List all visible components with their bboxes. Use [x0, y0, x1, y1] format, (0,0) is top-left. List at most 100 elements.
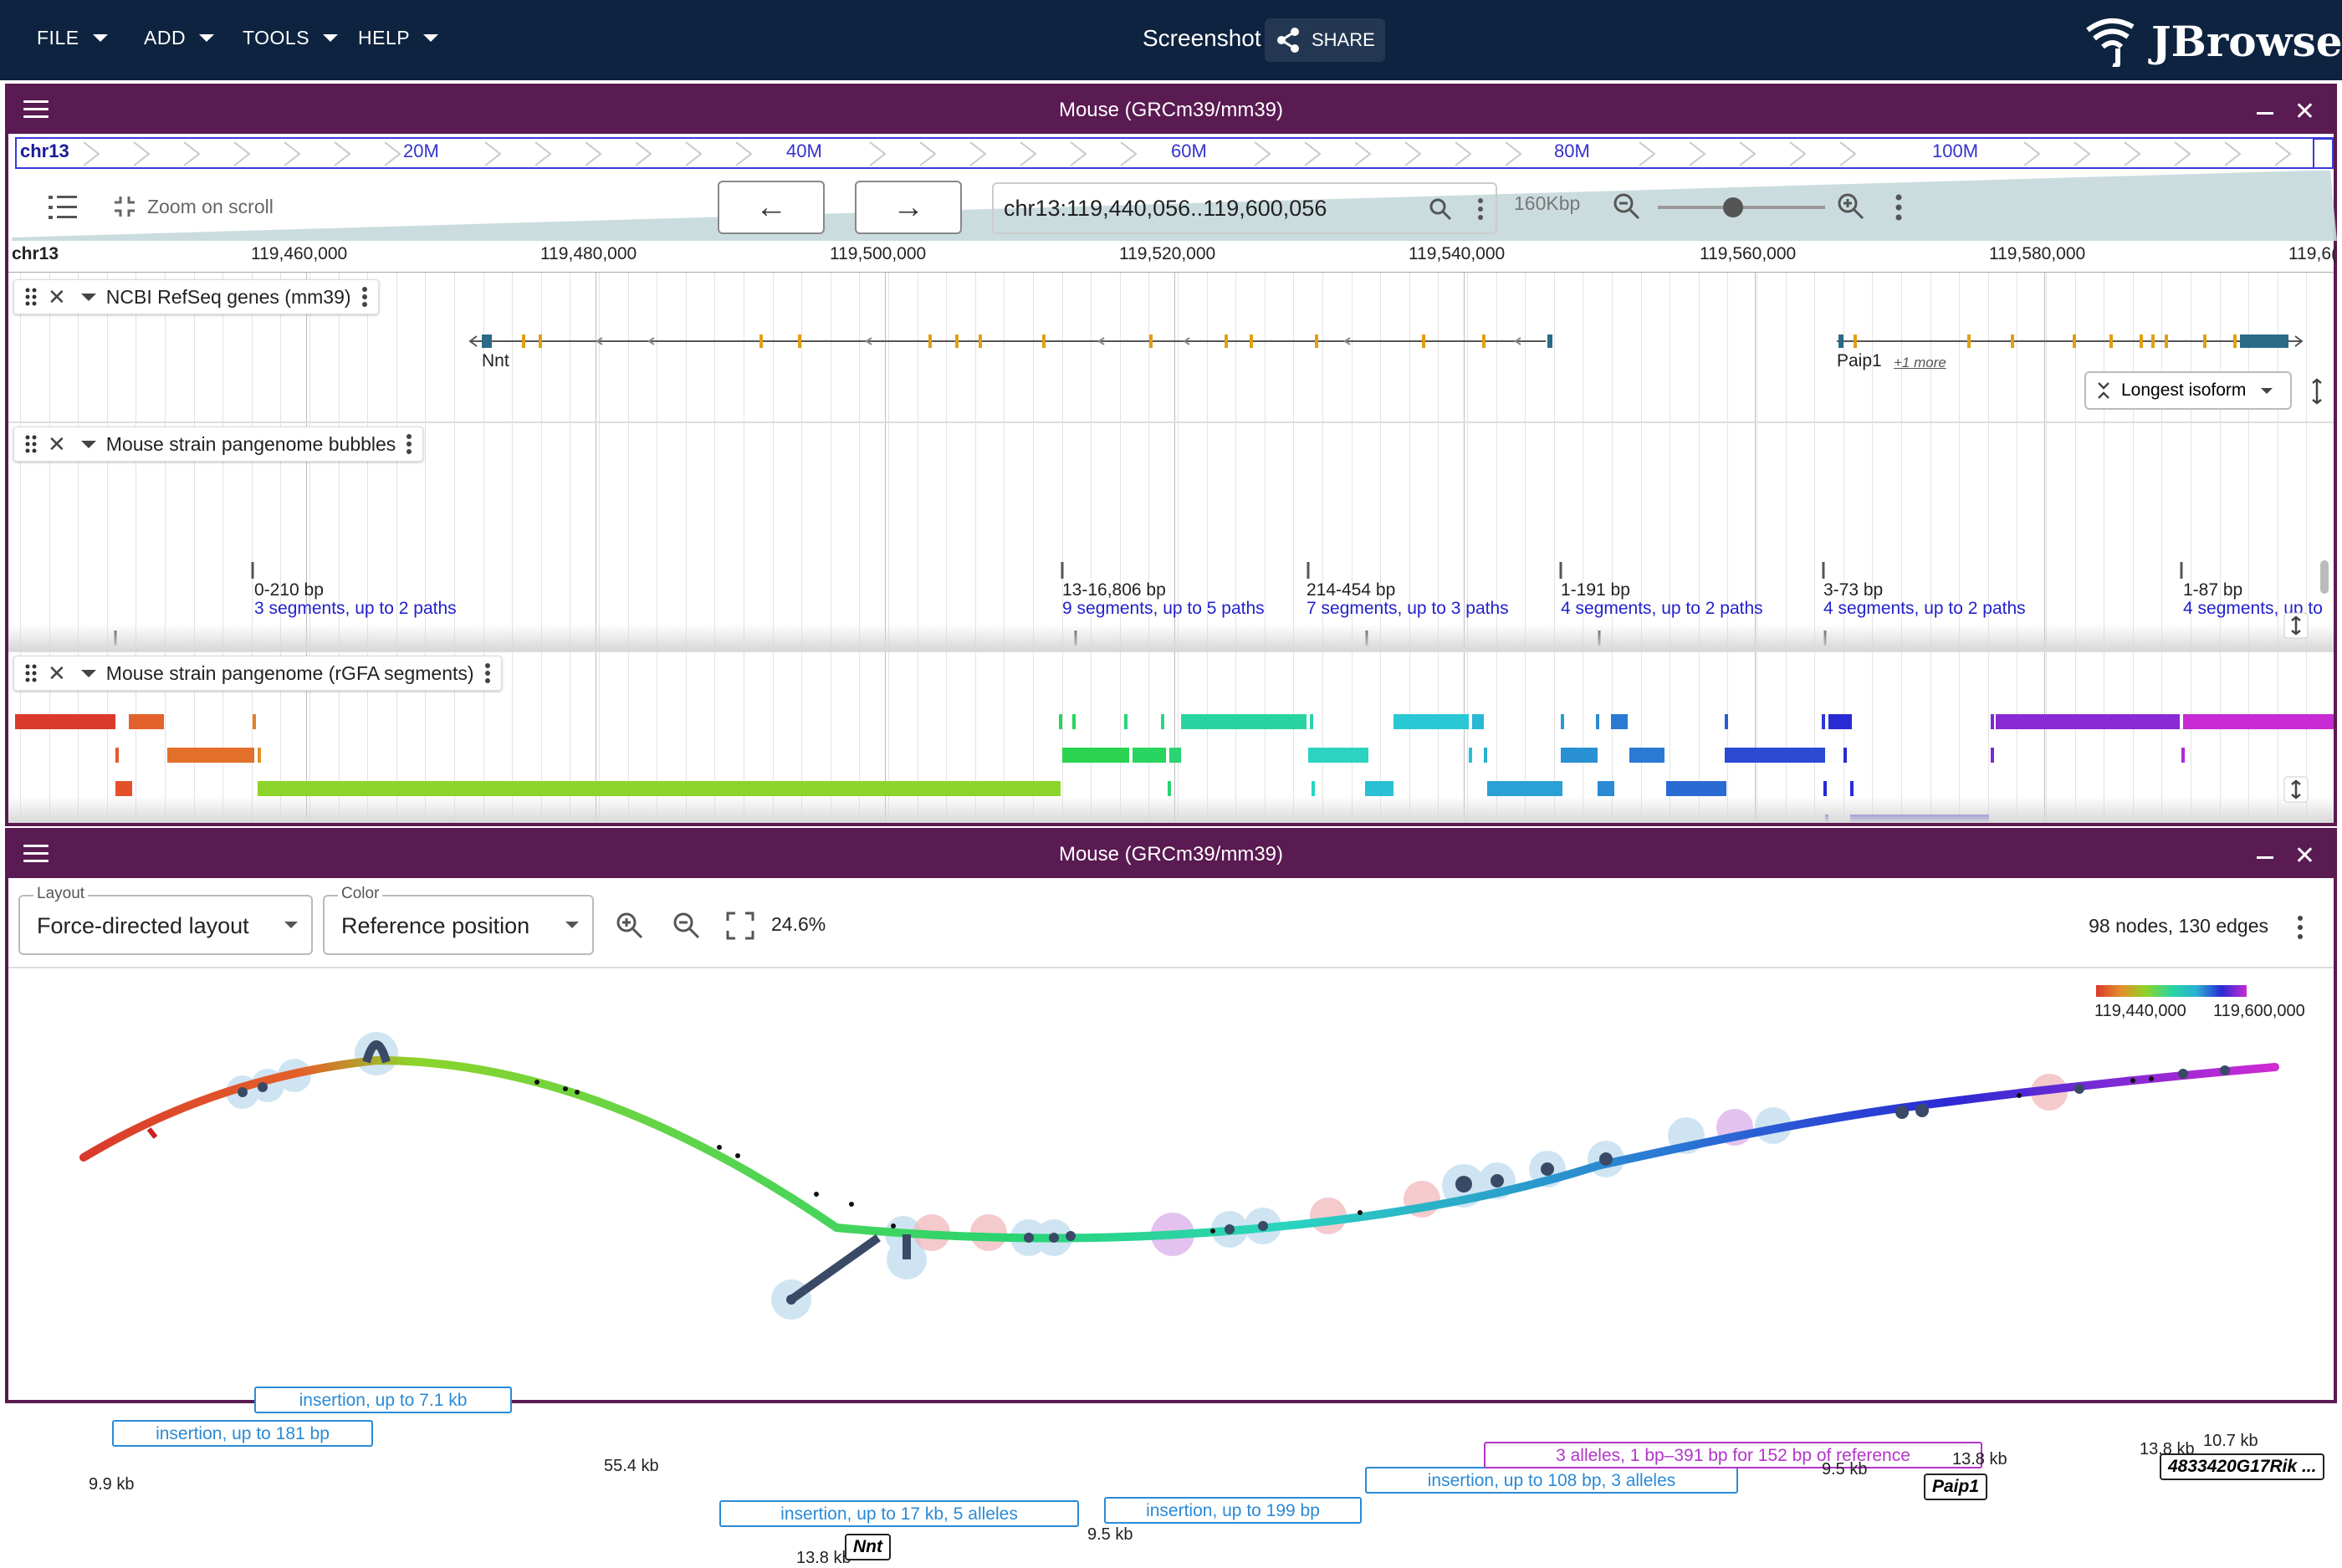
- more-vert-icon[interactable]: [2297, 915, 2304, 940]
- bubble-size: 214-454 bp: [1307, 580, 1396, 600]
- menu-tools[interactable]: TOOLS: [243, 27, 339, 49]
- drag-handle-icon[interactable]: [24, 287, 38, 307]
- drag-handle-icon[interactable]: [24, 663, 38, 683]
- grid-line: [2306, 273, 2307, 823]
- grid-line-major: [2044, 273, 2045, 823]
- close-icon[interactable]: ✕: [2293, 842, 2315, 870]
- more-vert-icon[interactable]: [361, 286, 368, 308]
- zoom-in-icon[interactable]: [616, 912, 644, 940]
- track-label-bubbles[interactable]: ✕ Mouse strain pangenome bubbles: [13, 426, 424, 462]
- color-legend: Color: [338, 885, 383, 903]
- view-menu-icon[interactable]: [23, 845, 49, 863]
- location-search-input[interactable]: chr13:119,440,056..119,600,056: [992, 182, 1497, 234]
- caret-down-icon: [199, 34, 215, 42]
- caret-down-icon[interactable]: [80, 440, 96, 448]
- insertion-annotation[interactable]: insertion, up to 7.1 kb: [254, 1387, 512, 1413]
- track-divider: [8, 651, 2334, 652]
- pan-left-button[interactable]: ←: [718, 181, 825, 234]
- gene-features[interactable]: [8, 273, 2334, 415]
- edge-length-label: 10.7 kb: [2203, 1432, 2258, 1450]
- color-scale-min: 119,440,000: [2094, 1002, 2186, 1020]
- share-icon: [1277, 28, 1299, 53]
- grid-line: [1756, 273, 1757, 823]
- track-label-segments[interactable]: ✕ Mouse strain pangenome (rGFA segments): [13, 656, 502, 691]
- zoom-out-icon[interactable]: [1613, 192, 1641, 221]
- insertion-annotation[interactable]: insertion, up to 17 kb, 5 alleles: [719, 1500, 1079, 1527]
- pangenome-graph-view: Mouse (GRCm39/mm39) ✕ Layout Force-direc…: [5, 828, 2337, 1567]
- drag-handle-icon[interactable]: [24, 434, 38, 454]
- insertion-annotation[interactable]: insertion, up to 181 bp: [112, 1420, 373, 1447]
- arrow-right-icon: →: [892, 189, 924, 225]
- share-button[interactable]: SHARE: [1265, 18, 1385, 62]
- menu-add[interactable]: ADD: [144, 27, 215, 49]
- overview-chevrons: [83, 139, 2332, 167]
- view-menu-icon[interactable]: [23, 100, 49, 119]
- insertion-annotation[interactable]: insertion, up to 199 bp: [1104, 1497, 1362, 1524]
- grid-line: [512, 273, 513, 823]
- track-fade: [8, 624, 2334, 651]
- grid-line-major: [885, 273, 886, 823]
- jbrowse-logo: JBrowse: [2084, 15, 2342, 67]
- grid-line: [888, 273, 889, 823]
- grid-line: [1612, 273, 1613, 823]
- close-track-icon[interactable]: ✕: [48, 660, 66, 686]
- more-vert-icon[interactable]: [1895, 194, 1902, 221]
- isoform-select[interactable]: Longest isoform: [2084, 371, 2292, 410]
- gene-tag-paip1[interactable]: Paip1: [1924, 1474, 1988, 1500]
- gene-label-nnt[interactable]: Nnt: [482, 351, 509, 370]
- gene-label-paip1[interactable]: Paip1: [1837, 351, 1882, 370]
- zoom-out-icon[interactable]: [672, 912, 701, 940]
- minimize-icon[interactable]: [2257, 856, 2273, 859]
- caret-down-icon: [2261, 387, 2273, 394]
- view-title: Mouse (GRCm39/mm39): [1058, 99, 1284, 121]
- grid-line: [1467, 273, 1468, 823]
- track-label-genes[interactable]: ✕ NCBI RefSeq genes (mm39): [13, 279, 379, 314]
- grid-line-major: [1755, 273, 1756, 823]
- menu-help[interactable]: HELP: [358, 27, 439, 49]
- resize-height-icon[interactable]: [2283, 612, 2309, 639]
- more-vert-icon[interactable]: [1477, 197, 1484, 221]
- close-track-icon[interactable]: ✕: [48, 283, 66, 309]
- search-icon[interactable]: [1429, 197, 1452, 221]
- overview-scalebar[interactable]: chr13 20M 40M 60M 80M 100M: [15, 137, 2334, 169]
- rgfa-segments[interactable]: [8, 273, 2334, 823]
- gene-tag-4833420g17rik[interactable]: 4833420G17Rik ...: [2160, 1453, 2325, 1480]
- grid-line: [1930, 273, 1931, 823]
- pan-right-button[interactable]: →: [855, 181, 962, 234]
- more-features-link[interactable]: +1 more: [1894, 355, 1946, 370]
- grid-line: [222, 273, 223, 823]
- close-track-icon[interactable]: ✕: [48, 431, 66, 457]
- caret-down-icon[interactable]: [80, 293, 96, 301]
- color-select[interactable]: Color Reference position: [323, 885, 594, 955]
- layout-legend: Layout: [33, 885, 89, 903]
- more-vert-icon[interactable]: [406, 433, 412, 455]
- grid-line: [686, 273, 687, 823]
- caret-down-icon[interactable]: [80, 669, 96, 677]
- scrollbar-thumb[interactable]: [2320, 560, 2329, 594]
- menu-file[interactable]: FILE: [37, 27, 108, 49]
- edge-length-label: 9.5 kb: [1822, 1460, 1868, 1479]
- caret-down-icon: [284, 922, 298, 928]
- allele-annotation[interactable]: 3 alleles, 1 bp–391 bp for 152 bp of ref…: [1484, 1442, 1982, 1468]
- resize-height-icon[interactable]: [2283, 776, 2309, 803]
- session-title[interactable]: Screenshot: [1143, 25, 1261, 51]
- more-vert-icon[interactable]: [484, 662, 491, 684]
- grid-line: [2046, 273, 2047, 823]
- zoom-in-icon[interactable]: [1837, 192, 1865, 221]
- insertion-annotation[interactable]: insertion, up to 108 bp, 3 alleles: [1365, 1467, 1738, 1494]
- graph-canvas[interactable]: [8, 968, 2334, 1387]
- track-selector-icon[interactable]: [49, 194, 79, 221]
- grid-line: [454, 273, 455, 823]
- gene-tag-nnt[interactable]: Nnt: [845, 1534, 891, 1560]
- bubble-desc: 4 segments, up to 2 paths: [1561, 599, 1763, 618]
- fit-view-icon[interactable]: [726, 912, 754, 940]
- zoom-on-scroll-toggle[interactable]: Zoom on scroll: [112, 194, 274, 219]
- zoom-slider-thumb[interactable]: [1723, 197, 1743, 217]
- minimize-icon[interactable]: [2257, 112, 2273, 115]
- grid-line: [2220, 273, 2221, 823]
- track-name: Mouse strain pangenome (rGFA segments): [105, 661, 474, 684]
- overview-label: 40M: [786, 140, 822, 161]
- close-icon[interactable]: ✕: [2293, 98, 2315, 125]
- resize-height-icon[interactable]: [2309, 378, 2325, 405]
- layout-select[interactable]: Layout Force-directed layout: [18, 885, 313, 955]
